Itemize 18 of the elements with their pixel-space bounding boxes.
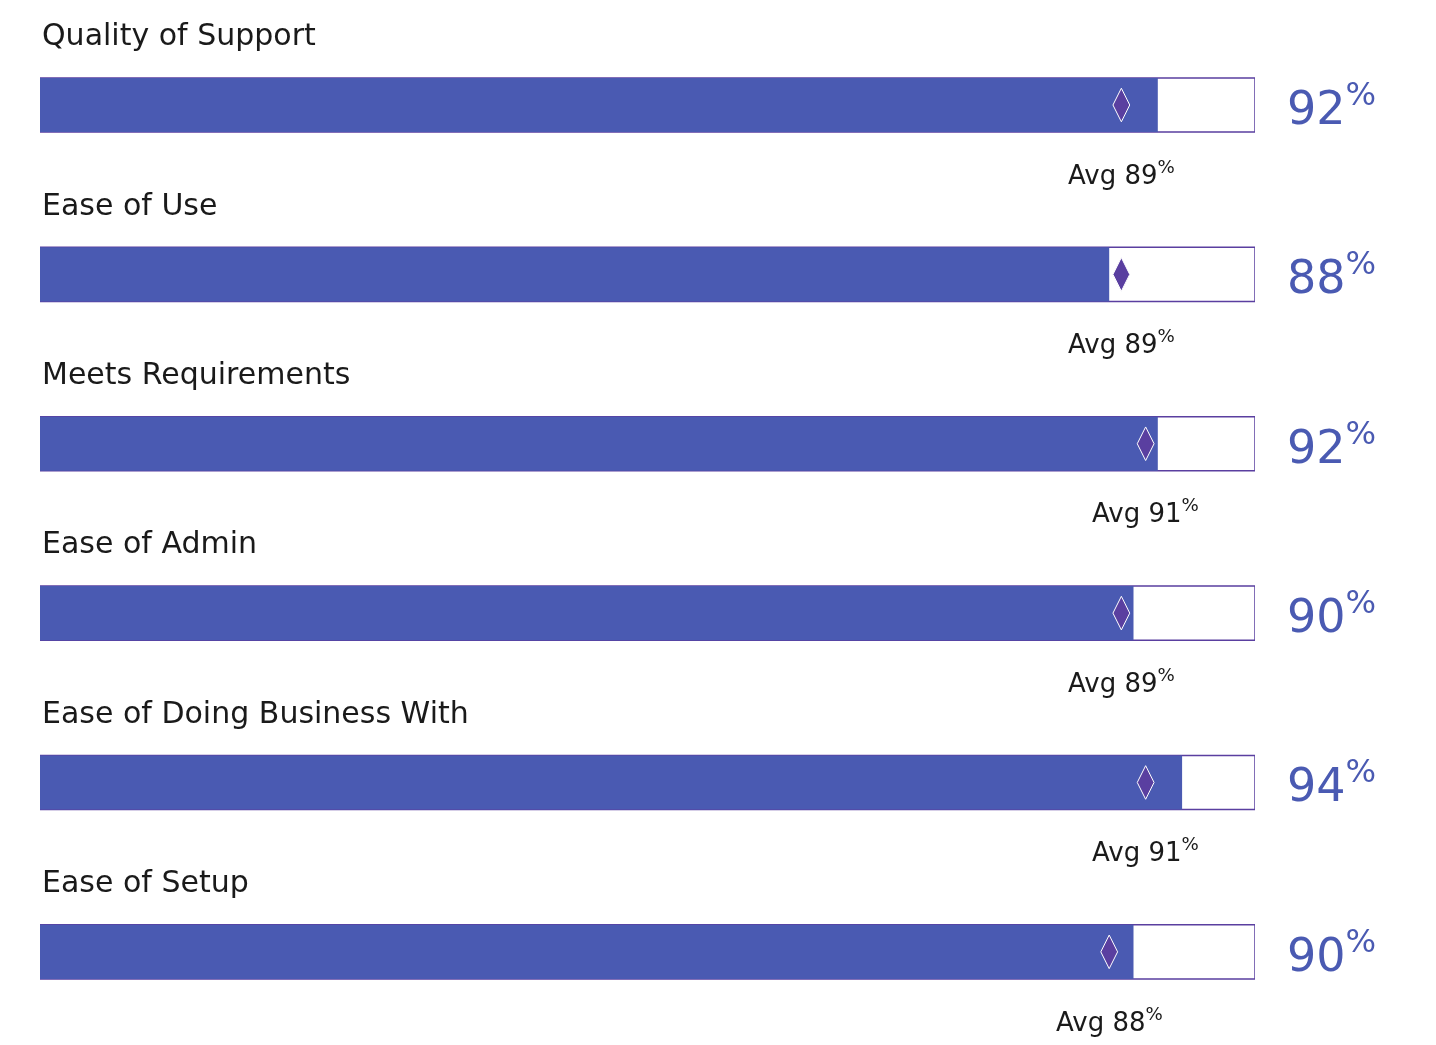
data-label: Avg 89$^{%}$	[1068, 664, 1175, 698]
y-tick-label: Quality of Support	[42, 17, 317, 52]
y-tick-label: Ease of Setup	[42, 864, 249, 899]
data-label: Avg 91$^{%}$	[1092, 494, 1199, 528]
data-label: 90$^{%}$	[1287, 583, 1377, 644]
data-label: Avg 89$^{%}$	[1068, 156, 1175, 190]
data-label: Avg 88$^{%}$	[1056, 1003, 1163, 1037]
y-tick-label: Meets Requirements	[42, 356, 351, 391]
y-tick-label: Ease of Admin	[42, 525, 258, 560]
y-tick-label: Ease of Use	[42, 187, 218, 222]
data-label: 90$^{%}$	[1287, 922, 1377, 983]
data-label: 92$^{%}$	[1287, 414, 1377, 475]
data-label: Avg 89$^{%}$	[1068, 325, 1175, 359]
data-label: 88$^{%}$	[1287, 244, 1377, 305]
data-label: 94$^{%}$	[1287, 752, 1377, 813]
y-tick-label: Ease of Doing Business With	[42, 695, 469, 730]
data-label: 92$^{%}$	[1287, 75, 1377, 136]
data-label: Avg 91$^{%}$	[1092, 833, 1199, 867]
